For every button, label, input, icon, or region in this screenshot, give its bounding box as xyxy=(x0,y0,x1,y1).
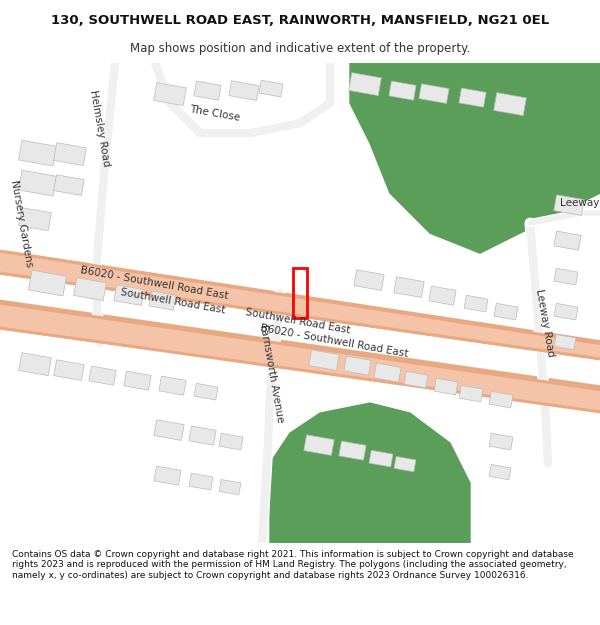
Text: Helmsley Road: Helmsley Road xyxy=(88,89,112,167)
FancyBboxPatch shape xyxy=(344,356,371,375)
Text: 130, SOUTHWELL ROAD EAST, RAINWORTH, MANSFIELD, NG21 0EL: 130, SOUTHWELL ROAD EAST, RAINWORTH, MAN… xyxy=(51,14,549,27)
FancyBboxPatch shape xyxy=(154,82,187,106)
FancyBboxPatch shape xyxy=(74,278,106,301)
FancyBboxPatch shape xyxy=(19,208,52,231)
FancyBboxPatch shape xyxy=(124,371,151,390)
FancyBboxPatch shape xyxy=(464,296,488,312)
Text: Southwell Road East: Southwell Road East xyxy=(245,307,352,335)
FancyBboxPatch shape xyxy=(154,420,184,441)
FancyBboxPatch shape xyxy=(194,383,218,400)
FancyBboxPatch shape xyxy=(489,464,511,480)
Text: Map shows position and indicative extent of the property.: Map shows position and indicative extent… xyxy=(130,42,470,55)
FancyBboxPatch shape xyxy=(89,366,116,385)
Polygon shape xyxy=(0,298,600,413)
Text: Southwell Road East: Southwell Road East xyxy=(120,287,226,315)
FancyBboxPatch shape xyxy=(154,466,181,485)
FancyBboxPatch shape xyxy=(394,277,424,298)
Polygon shape xyxy=(0,300,600,416)
FancyBboxPatch shape xyxy=(114,285,144,306)
Text: Farnsworth Avenue: Farnsworth Avenue xyxy=(259,323,286,423)
Text: B6020 - Southwell Road East: B6020 - Southwell Road East xyxy=(260,323,409,359)
Polygon shape xyxy=(270,403,470,543)
FancyBboxPatch shape xyxy=(429,286,456,305)
FancyBboxPatch shape xyxy=(149,291,176,310)
Text: Leeway Close: Leeway Close xyxy=(560,198,600,208)
FancyBboxPatch shape xyxy=(489,433,513,450)
Polygon shape xyxy=(0,251,600,360)
Polygon shape xyxy=(0,303,600,413)
FancyBboxPatch shape xyxy=(229,81,259,101)
FancyBboxPatch shape xyxy=(349,72,382,96)
FancyBboxPatch shape xyxy=(419,84,449,104)
Text: B6020 - Southwell Road East: B6020 - Southwell Road East xyxy=(80,265,229,301)
Polygon shape xyxy=(0,248,600,363)
FancyBboxPatch shape xyxy=(304,435,334,456)
Polygon shape xyxy=(0,251,600,360)
Polygon shape xyxy=(350,63,600,253)
FancyBboxPatch shape xyxy=(554,268,578,285)
Polygon shape xyxy=(0,301,600,410)
FancyBboxPatch shape xyxy=(494,92,526,116)
FancyBboxPatch shape xyxy=(189,426,216,445)
FancyBboxPatch shape xyxy=(29,270,67,296)
FancyBboxPatch shape xyxy=(554,303,578,320)
Text: Nursery Gardens: Nursery Gardens xyxy=(10,179,35,268)
FancyBboxPatch shape xyxy=(354,270,384,291)
Polygon shape xyxy=(0,248,600,363)
FancyBboxPatch shape xyxy=(434,378,458,395)
FancyBboxPatch shape xyxy=(489,391,513,408)
Text: The Close: The Close xyxy=(189,104,241,122)
FancyBboxPatch shape xyxy=(554,195,584,216)
FancyBboxPatch shape xyxy=(374,363,401,382)
Text: Contains OS data © Crown copyright and database right 2021. This information is : Contains OS data © Crown copyright and d… xyxy=(12,550,574,580)
FancyBboxPatch shape xyxy=(459,88,486,107)
FancyBboxPatch shape xyxy=(219,479,241,495)
FancyBboxPatch shape xyxy=(19,140,56,166)
Text: Leeway Road: Leeway Road xyxy=(534,289,556,357)
FancyBboxPatch shape xyxy=(19,170,56,196)
FancyBboxPatch shape xyxy=(309,350,339,371)
FancyBboxPatch shape xyxy=(369,451,393,467)
FancyBboxPatch shape xyxy=(259,81,283,97)
FancyBboxPatch shape xyxy=(19,352,52,376)
FancyBboxPatch shape xyxy=(494,303,518,320)
FancyBboxPatch shape xyxy=(219,433,243,450)
FancyBboxPatch shape xyxy=(54,360,84,381)
FancyBboxPatch shape xyxy=(54,175,84,196)
FancyBboxPatch shape xyxy=(554,231,581,250)
FancyBboxPatch shape xyxy=(394,456,416,472)
FancyBboxPatch shape xyxy=(554,334,576,350)
FancyBboxPatch shape xyxy=(459,386,483,402)
FancyBboxPatch shape xyxy=(404,371,428,388)
FancyBboxPatch shape xyxy=(159,376,186,395)
FancyBboxPatch shape xyxy=(389,81,416,100)
FancyBboxPatch shape xyxy=(194,81,221,100)
FancyBboxPatch shape xyxy=(189,473,213,490)
FancyBboxPatch shape xyxy=(339,441,366,460)
FancyBboxPatch shape xyxy=(53,142,86,166)
